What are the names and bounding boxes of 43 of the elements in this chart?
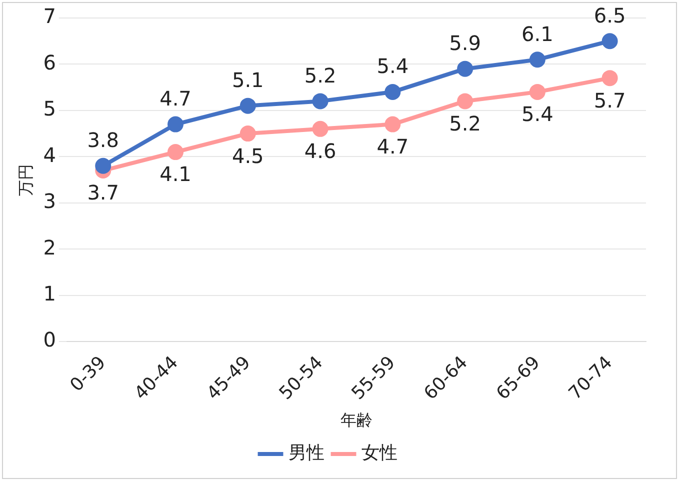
y-axis-title: 万円 <box>16 164 35 196</box>
point <box>168 144 184 160</box>
point <box>602 33 618 50</box>
point <box>240 126 256 142</box>
data-label: 5.7 <box>594 88 626 112</box>
data-label: 5.4 <box>522 102 554 126</box>
data-label: 4.1 <box>160 162 192 186</box>
data-label: 5.2 <box>304 63 336 88</box>
point <box>529 84 546 100</box>
data-label: 4.7 <box>376 134 409 159</box>
point <box>457 60 474 77</box>
data-label: 3.8 <box>87 128 120 152</box>
point <box>602 70 618 86</box>
y-tick-label: 5 <box>43 96 56 121</box>
data-label: 5.9 <box>449 31 481 56</box>
data-label: 6.1 <box>522 22 554 46</box>
x-axis-title: 年齢 <box>340 410 372 430</box>
data-label: 4.7 <box>160 86 192 111</box>
legend-label: 女性 <box>362 442 398 464</box>
point <box>95 158 112 174</box>
point <box>384 84 401 100</box>
data-label: 3.7 <box>87 180 120 205</box>
data-label: 6.5 <box>594 3 626 28</box>
point <box>168 116 184 132</box>
point <box>457 93 474 110</box>
point <box>240 98 256 114</box>
point <box>529 52 546 68</box>
y-tick-label: 1 <box>43 282 56 306</box>
y-tick-label: 3 <box>43 189 56 214</box>
y-tick-label: 7 <box>43 4 56 28</box>
point <box>312 93 328 110</box>
data-label: 4.6 <box>304 139 336 164</box>
y-tick-label: 0 <box>43 328 56 352</box>
y-tick-label: 4 <box>43 142 56 167</box>
legend-label: 男性 <box>288 442 324 464</box>
point <box>312 120 328 137</box>
data-label: 5.1 <box>232 68 264 92</box>
point <box>384 116 401 132</box>
y-tick-label: 2 <box>43 235 56 260</box>
y-tick-label: 6 <box>43 50 56 74</box>
data-label: 5.2 <box>449 111 481 136</box>
data-label: 5.4 <box>376 54 409 78</box>
data-label: 4.5 <box>232 144 264 168</box>
